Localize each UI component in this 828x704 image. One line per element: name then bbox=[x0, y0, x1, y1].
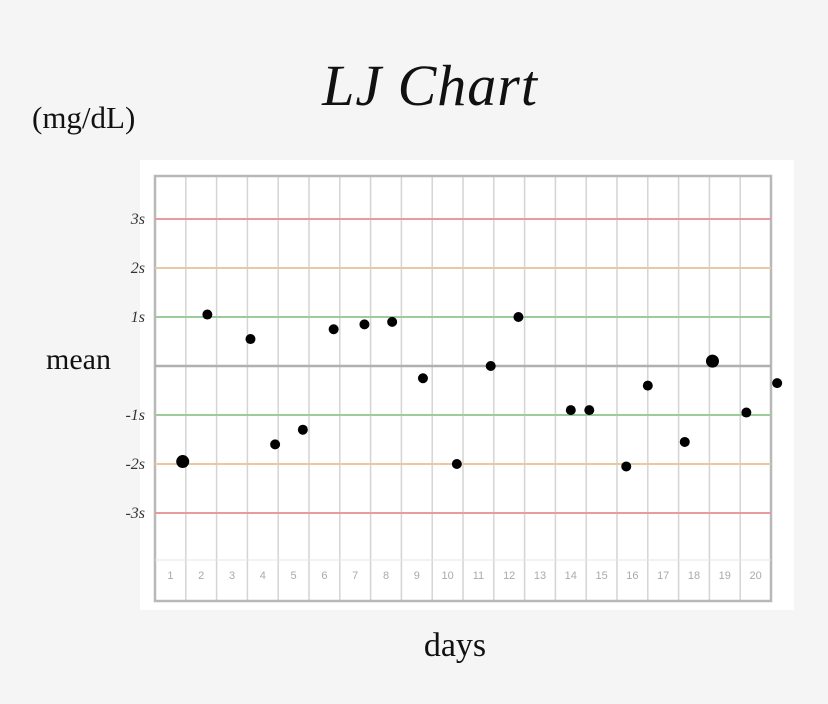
x-axis-label: days bbox=[423, 627, 487, 664]
data-point bbox=[485, 361, 496, 371]
chart-panel bbox=[140, 160, 794, 610]
y-tick-label: 3s bbox=[130, 211, 145, 228]
x-tick-label: 14 bbox=[565, 570, 577, 582]
data-point bbox=[359, 319, 370, 330]
data-point bbox=[417, 373, 428, 384]
y-tick-label: -3s bbox=[125, 505, 145, 522]
data-point bbox=[270, 439, 281, 450]
data-point bbox=[565, 405, 576, 416]
data-point bbox=[705, 354, 719, 368]
x-tick-label: 3 bbox=[229, 570, 235, 582]
x-tick-label: 4 bbox=[260, 570, 266, 582]
x-tick-label: 13 bbox=[534, 570, 546, 582]
x-tick-label: 2 bbox=[198, 570, 204, 582]
data-point bbox=[642, 380, 653, 391]
x-tick-label: 15 bbox=[595, 570, 607, 582]
data-point bbox=[621, 461, 632, 472]
data-point bbox=[741, 407, 752, 418]
y-tick-label: -2s bbox=[125, 456, 145, 473]
x-tick-label: 17 bbox=[657, 570, 669, 582]
plot-border bbox=[153, 174, 773, 603]
data-point bbox=[513, 312, 524, 322]
chart-title: LJ Chart bbox=[322, 53, 538, 118]
x-tick-label: 11 bbox=[473, 570, 484, 582]
data-point bbox=[679, 436, 690, 447]
x-tick-label: 5 bbox=[291, 570, 297, 582]
y-tick-label: 1s bbox=[131, 309, 145, 326]
x-tick-label: 9 bbox=[414, 570, 420, 582]
x-tick-label: 18 bbox=[688, 570, 700, 582]
data-point bbox=[176, 455, 190, 469]
data-point bbox=[584, 405, 595, 416]
data-point bbox=[451, 459, 462, 469]
x-tick-label: 7 bbox=[352, 570, 358, 582]
x-tick-label: 6 bbox=[321, 570, 327, 582]
data-point bbox=[297, 424, 308, 435]
y-tick-label: 2s bbox=[131, 260, 145, 277]
data-point bbox=[772, 378, 783, 389]
x-tick-label: 1 bbox=[167, 570, 173, 582]
x-tick-label: 10 bbox=[441, 570, 453, 582]
mean-label: mean bbox=[46, 343, 111, 376]
x-tick-label: 19 bbox=[719, 570, 731, 582]
data-point bbox=[328, 324, 339, 335]
x-tick-label: 12 bbox=[503, 570, 515, 582]
y-tick-label: -1s bbox=[125, 407, 145, 424]
x-tick-label: 20 bbox=[749, 570, 761, 582]
data-point bbox=[202, 309, 213, 320]
y-unit-label: (mg/dL) bbox=[32, 100, 136, 135]
data-point bbox=[245, 334, 256, 345]
data-point bbox=[387, 316, 398, 327]
x-tick-label: 16 bbox=[626, 570, 638, 582]
x-tick-label: 8 bbox=[383, 570, 389, 582]
